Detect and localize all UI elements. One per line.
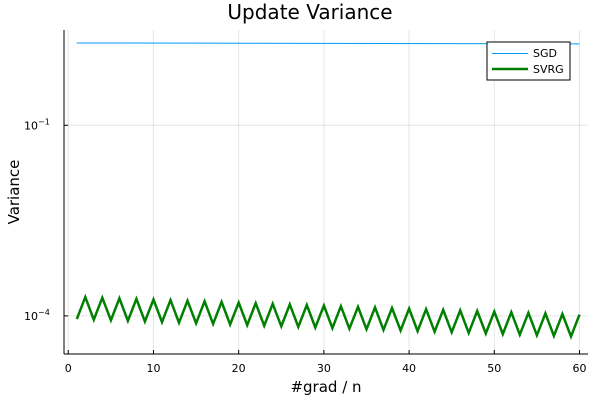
x-tick-label: 20 xyxy=(232,362,246,375)
legend-box xyxy=(486,41,571,81)
series-line-svrg xyxy=(75,293,581,340)
y-tick-label: 10−4 xyxy=(24,308,50,323)
series-lines xyxy=(75,42,581,340)
y-axis-label: Variance xyxy=(5,160,23,225)
x-ticks: 0 10 20 30 40 50 60 xyxy=(65,350,586,375)
y-ticks: 10−1 10−4 xyxy=(24,117,68,323)
legend-label-sgd: SGD xyxy=(533,47,557,60)
legend-label-svrg: SVRG xyxy=(533,63,564,76)
y-tick-label: 10−1 xyxy=(24,117,50,132)
grid xyxy=(64,30,588,354)
x-tick-label: 40 xyxy=(402,362,416,375)
x-tick-label: 0 xyxy=(65,362,72,375)
chart-title: Update Variance xyxy=(227,0,392,24)
x-tick-label: 10 xyxy=(146,362,160,375)
x-tick-label: 30 xyxy=(317,362,331,375)
x-axis-label: #grad / n xyxy=(290,378,361,396)
legend: SGD SVRG xyxy=(486,41,571,81)
x-tick-label: 60 xyxy=(572,362,586,375)
x-tick-label: 50 xyxy=(487,362,501,375)
